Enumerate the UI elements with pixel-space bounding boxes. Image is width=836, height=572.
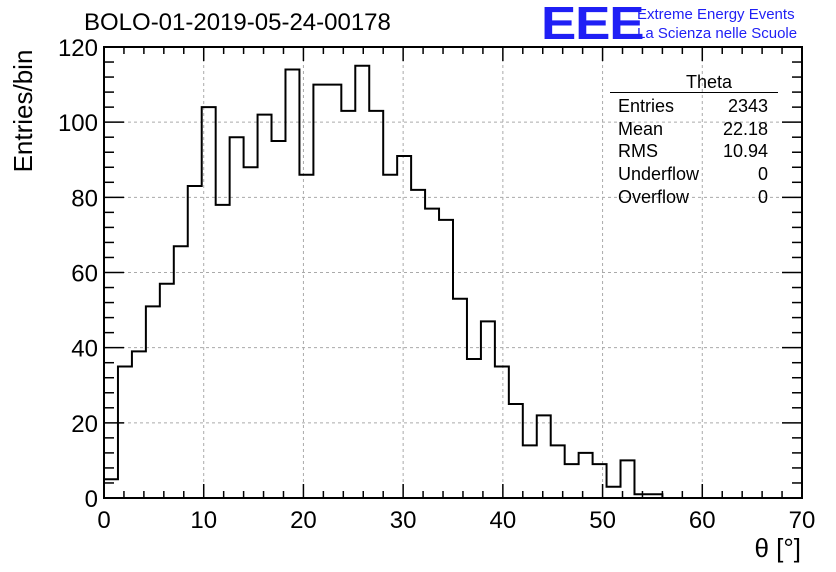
- stat-value: 10.94: [722, 141, 768, 162]
- logo-line-2: La Scienza nelle Scuole: [637, 25, 798, 42]
- x-tick-label: 0: [97, 507, 110, 534]
- x-axis-label: θ [°]: [754, 533, 801, 563]
- stats-title: Theta: [685, 72, 733, 92]
- chart-title: BOLO-01-2019-05-24-00178: [84, 9, 391, 36]
- x-tick-label: 40: [490, 507, 517, 534]
- y-tick-label: 0: [85, 486, 98, 513]
- stat-value: 0: [757, 164, 768, 185]
- y-tick-label: 80: [71, 185, 98, 212]
- y-tick-label: 20: [71, 411, 98, 438]
- y-tick-label: 100: [58, 110, 98, 137]
- tick-labels: 0 10 20 30 40 50 60 70 0 20 40 60 80 100 120: [58, 35, 815, 534]
- stat-row-entries: Entries 2343: [610, 95, 778, 118]
- x-tick-label: 10: [190, 507, 217, 534]
- y-tick-label: 120: [58, 35, 98, 62]
- x-tick-label: 50: [589, 507, 616, 534]
- y-axis-label: Entries/bin: [8, 49, 38, 173]
- x-tick-label: 60: [689, 507, 716, 534]
- stat-label: Entries: [618, 96, 675, 116]
- stat-label: Overflow: [618, 186, 690, 207]
- x-tick-label: 20: [290, 507, 317, 534]
- stat-label: Mean: [618, 118, 664, 139]
- histogram-outline: [103, 64, 664, 498]
- stat-row-underflow: Underflow 0: [610, 163, 778, 186]
- eee-logo: EEE: [541, 0, 645, 49]
- stat-value: 22.18: [722, 118, 768, 139]
- stats-divider: [610, 92, 778, 93]
- stat-value: 2343: [727, 96, 768, 116]
- stat-value: 0: [757, 186, 768, 207]
- stat-row-overflow: Overflow 0: [610, 186, 778, 209]
- x-tick-label: 70: [789, 507, 816, 534]
- stat-label: Underflow: [618, 164, 700, 185]
- y-tick-label: 40: [71, 336, 98, 363]
- stat-label: RMS: [618, 141, 658, 162]
- plot-frame: [103, 46, 803, 499]
- stat-row-rms: RMS 10.94: [610, 140, 778, 163]
- x-tick-label: 30: [390, 507, 417, 534]
- stat-row-mean: Mean 22.18: [610, 118, 778, 141]
- logo-line-1: Extreme Energy Events: [637, 6, 795, 23]
- stats-box: Theta Entries 2343 Mean 22.18 RMS 10.94 …: [610, 72, 778, 208]
- y-tick-label: 60: [71, 261, 98, 288]
